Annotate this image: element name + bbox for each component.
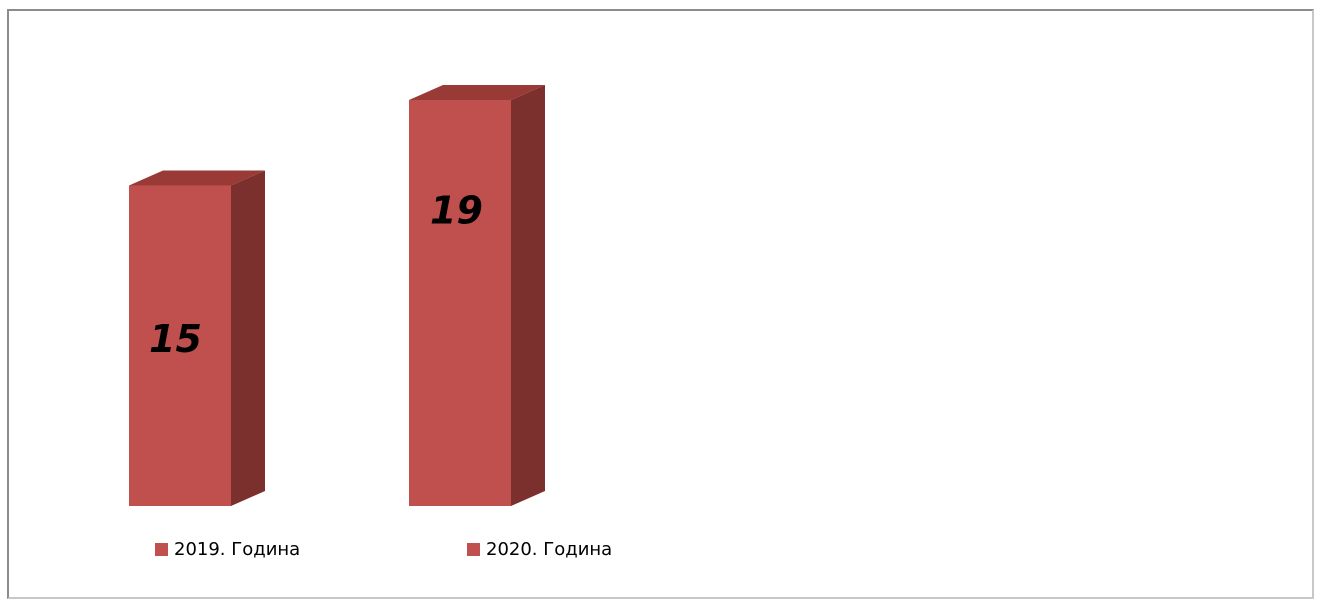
bar-side-1 — [511, 85, 545, 506]
legend-label-2020: 2020. Година — [486, 539, 613, 560]
bar-1 — [409, 100, 511, 506]
legend-item-2019: 2019. Година — [155, 539, 300, 560]
bar-top-1 — [409, 85, 545, 100]
legend-item-2020: 2020. Година — [467, 539, 612, 560]
legend-swatch-2019 — [155, 543, 168, 556]
legend-label-2019: 2019. Година — [174, 539, 301, 560]
data-label-1: 19 — [430, 188, 483, 232]
bar-0 — [129, 185, 231, 506]
chart-legend: 2019. Година 2020. Година — [0, 539, 1321, 563]
bar-top-0 — [129, 170, 265, 186]
legend-swatch-2020 — [467, 543, 480, 556]
data-label-0: 15 — [149, 317, 202, 361]
bar-side-0 — [231, 170, 265, 506]
